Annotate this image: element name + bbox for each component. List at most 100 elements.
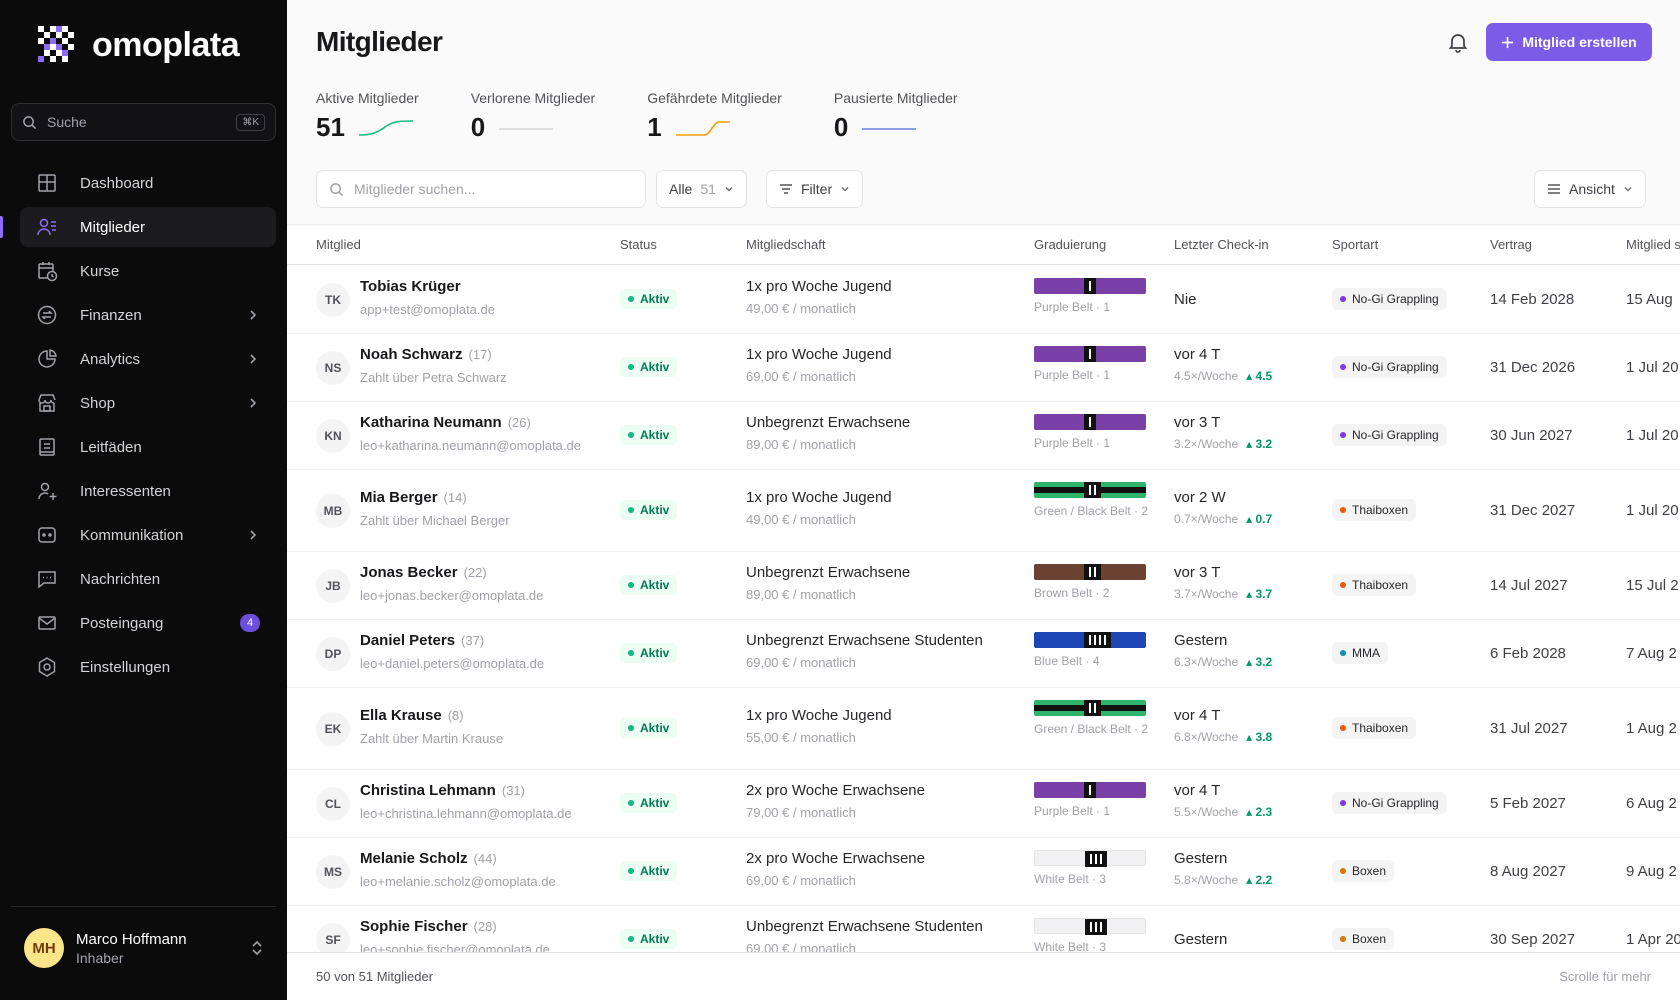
member-name[interactable]: Katharina Neumann	[360, 414, 502, 431]
table-row[interactable]: CL Christina Lehmann (31) leo+christina.l…	[287, 770, 1680, 838]
sidebar-item-label: Einstellungen	[80, 658, 171, 676]
sidebar-item-mitglieder[interactable]: Mitglieder	[0, 207, 276, 247]
sidebar-item-kommunikation[interactable]: Kommunikation	[20, 515, 276, 555]
sidebar-search[interactable]: Suche ⌘K	[11, 103, 276, 141]
member-name[interactable]: Sophie Fischer	[360, 918, 468, 935]
sidebar-item-leitf-den[interactable]: Leitfäden	[20, 427, 276, 467]
chevron-down-icon	[841, 186, 849, 192]
trend-up: ▴ 3.7	[1246, 587, 1273, 601]
filter-all-count: 51	[700, 181, 716, 197]
view-button[interactable]: Ansicht	[1534, 170, 1646, 208]
sidebar-item-finanzen[interactable]: Finanzen	[20, 295, 276, 335]
member-search-input[interactable]	[354, 181, 633, 197]
table-row[interactable]: SF Sophie Fischer (28) leo+sophie.fischer…	[287, 906, 1680, 952]
table-row[interactable]: DP Daniel Peters (37) leo+daniel.peters@o…	[287, 620, 1680, 688]
logo[interactable]: omoplata	[34, 22, 240, 68]
table-row[interactable]: KN Katharina Neumann (26) leo+katharina.n…	[287, 402, 1680, 470]
sport-tag: Boxen	[1332, 928, 1395, 950]
member-age: (44)	[473, 851, 497, 866]
member-search[interactable]	[316, 170, 646, 208]
belt-label: Brown Belt · 2	[1034, 586, 1110, 600]
stat-value: 1	[647, 112, 662, 142]
column-header[interactable]: Mitglied	[316, 237, 361, 252]
inbox-badge: 4	[240, 614, 260, 632]
table-row[interactable]: TK Tobias Krüger app+test@omoplata.de Ak…	[287, 266, 1680, 334]
belt-label: Green / Black Belt · 2	[1034, 722, 1149, 736]
belt-graphic	[1034, 564, 1146, 580]
membership-plan: Unbegrenzt Erwachsene Studenten	[746, 918, 983, 935]
member-name[interactable]: Jonas Becker	[360, 564, 458, 581]
sidebar-item-label: Kommunikation	[80, 526, 184, 544]
column-header[interactable]: Status	[620, 237, 657, 252]
sidebar-item-kurse[interactable]: Kurse	[20, 251, 276, 291]
member-name[interactable]: Tobias Krüger	[360, 278, 461, 295]
table-row[interactable]: EK Ella Krause (8) Zahlt über Martin Krau…	[287, 688, 1680, 770]
membership-plan: 2x pro Woche Erwachsene	[746, 782, 925, 799]
stat-2: Gefährdete Mitglieder 1	[647, 90, 782, 143]
mail-icon	[38, 616, 56, 630]
contract-date: 31 Dec 2027	[1490, 502, 1576, 519]
status-badge: Aktiv	[620, 861, 678, 881]
member-age: (37)	[461, 633, 485, 648]
sidebar-item-label: Dashboard	[80, 174, 154, 192]
belt-label: Purple Belt · 1	[1034, 804, 1111, 818]
column-header[interactable]: Mitglied s	[1626, 237, 1680, 252]
member-age: (22)	[463, 565, 487, 580]
logo-mark-icon	[38, 26, 74, 62]
trend-up: ▴ 2.2	[1246, 873, 1273, 887]
last-checkin: Gestern	[1174, 931, 1228, 948]
sidebar-item-interessenten[interactable]: Interessenten	[20, 471, 276, 511]
table-row[interactable]: JB Jonas Becker (22) leo+jonas.becker@omo…	[287, 552, 1680, 620]
member-subtext: leo+sophie.fischer@omoplata.de	[360, 942, 550, 952]
column-header[interactable]: Vertrag	[1490, 237, 1532, 252]
belt-label: Purple Belt · 1	[1034, 300, 1111, 314]
chevron-down-icon	[725, 186, 733, 192]
sidebar-item-nachrichten[interactable]: Nachrichten	[20, 559, 276, 599]
member-age: (28)	[473, 919, 497, 934]
trend-up: ▴ 0.7	[1246, 512, 1273, 526]
table-row[interactable]: MB Mia Berger (14) Zahlt über Michael Ber…	[287, 470, 1680, 552]
member-since: 15 Jul 2	[1626, 577, 1679, 594]
sidebar-item-einstellungen[interactable]: Einstellungen	[20, 647, 276, 687]
belt-label: Blue Belt · 4	[1034, 654, 1100, 668]
member-avatar: SF	[316, 923, 350, 952]
sidebar-nav: Dashboard Mitglieder Kurse Finanzen Analytic…	[0, 163, 276, 691]
column-header[interactable]: Graduierung	[1034, 237, 1107, 252]
filter-all-dropdown[interactable]: Alle 51	[656, 170, 747, 208]
membership-price: 49,00 € / monatlich	[746, 301, 856, 316]
column-header[interactable]: Sportart	[1332, 237, 1379, 252]
checkin-frequency: 3.7×/Woche	[1174, 587, 1239, 601]
member-since: 1 Jul 20	[1626, 502, 1679, 519]
sidebar-item-posteingang[interactable]: Posteingang 4	[20, 603, 276, 643]
membership-price: 69,00 € / monatlich	[746, 369, 856, 384]
bell-icon[interactable]	[1446, 30, 1470, 54]
sport-tag: No-Gi Grappling	[1332, 356, 1447, 378]
create-member-button[interactable]: Mitglied erstellen	[1486, 23, 1652, 61]
column-header[interactable]: Letzter Check-in	[1174, 237, 1269, 252]
member-name[interactable]: Melanie Scholz	[360, 850, 468, 867]
sidebar-item-analytics[interactable]: Analytics	[20, 339, 276, 379]
status-badge: Aktiv	[620, 793, 678, 813]
sidebar-item-dashboard[interactable]: Dashboard	[20, 163, 276, 203]
column-header[interactable]: Mitgliedschaft	[746, 237, 826, 252]
member-since: 1 Apr 20	[1626, 931, 1680, 948]
membership-price: 89,00 € / monatlich	[746, 587, 856, 602]
chevron-right-icon	[250, 530, 257, 540]
sparkline	[675, 120, 730, 136]
member-name[interactable]: Ella Krause	[360, 707, 442, 724]
user-menu[interactable]: MH Marco Hoffmann Inhaber	[24, 928, 264, 968]
member-name[interactable]: Christina Lehmann	[360, 782, 496, 799]
member-name[interactable]: Daniel Peters	[360, 632, 456, 649]
sidebar-divider	[11, 906, 276, 907]
sidebar-item-shop[interactable]: Shop	[20, 383, 276, 423]
member-name[interactable]: Noah Schwarz	[360, 346, 463, 363]
scroll-hint: Scrolle für mehr	[1559, 969, 1651, 984]
trend-up: ▴ 3.8	[1246, 730, 1273, 744]
table-row[interactable]: NS Noah Schwarz (17) Zahlt über Petra Sch…	[287, 334, 1680, 402]
table-row[interactable]: MS Melanie Scholz (44) leo+melanie.scholz…	[287, 838, 1680, 906]
sport-tag: Boxen	[1332, 860, 1395, 882]
main-content: Mitglieder Mitglied erstellen Aktive Mit…	[287, 0, 1680, 1000]
search-icon	[23, 115, 37, 129]
filter-button[interactable]: Filter	[766, 170, 864, 208]
member-name[interactable]: Mia Berger	[360, 489, 438, 506]
